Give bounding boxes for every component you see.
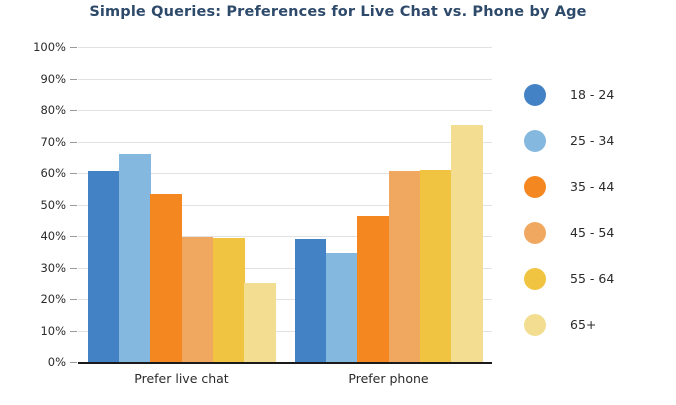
bar[interactable] — [244, 282, 277, 362]
legend-item-label: 45 - 54 — [570, 225, 615, 240]
y-axis-tick-mark — [70, 78, 77, 80]
y-axis-tick-label: 70% — [40, 134, 66, 149]
y-axis-tick-mark — [70, 110, 77, 111]
legend-swatch-circle-icon — [524, 84, 546, 106]
plot-area — [78, 47, 492, 364]
bar-group — [87, 47, 277, 362]
chart-title: Simple Queries: Preferences for Live Cha… — [89, 4, 587, 20]
x-axis-category-labels: Prefer live chat Prefer phone — [78, 371, 492, 395]
y-axis-tick-label: 80% — [40, 103, 66, 117]
gridline — [78, 267, 492, 269]
legend-swatch-circle-icon — [524, 222, 546, 244]
legend-item[interactable]: 35 - 44 — [524, 176, 674, 222]
legend-item[interactable]: 55 - 64 — [524, 268, 674, 314]
x-axis-category-label: Prefer phone — [348, 371, 429, 386]
y-axis-tick-label: 30% — [40, 260, 66, 275]
legend-swatch-circle-icon — [524, 268, 546, 290]
legend-item[interactable]: 25 - 34 — [524, 130, 674, 176]
bar[interactable] — [181, 237, 214, 362]
gridline — [78, 78, 492, 80]
y-axis-tick-label: 40% — [40, 229, 66, 243]
gridline — [78, 47, 492, 48]
y-axis-tick-mark — [70, 299, 77, 300]
y-axis-tick-mark — [70, 204, 77, 206]
bar[interactable] — [451, 125, 484, 362]
legend-swatch-circle-icon — [524, 176, 546, 198]
gridline — [78, 141, 492, 143]
legend-item[interactable]: 65+ — [524, 314, 674, 360]
y-axis-tick-mark — [70, 330, 77, 332]
gridline — [78, 236, 492, 237]
y-axis-tick-mark — [70, 362, 77, 363]
y-axis-tick-mark — [70, 141, 77, 143]
y-axis-tick-mark — [70, 236, 77, 237]
legend-item-label: 65+ — [570, 317, 597, 332]
gridline — [78, 173, 492, 174]
bar[interactable] — [357, 215, 390, 362]
legend-swatch-circle-icon — [524, 130, 546, 152]
x-axis-line — [78, 362, 492, 364]
bar-group — [294, 47, 484, 362]
bar[interactable] — [419, 170, 452, 362]
chart-legend: 18 - 24 25 - 34 35 - 44 45 - 54 55 - 64 65+ — [524, 84, 674, 360]
y-axis-tick-label: 90% — [40, 71, 66, 86]
gridline — [78, 110, 492, 111]
bar[interactable] — [118, 154, 151, 362]
gridline — [78, 330, 492, 332]
legend-item[interactable]: 45 - 54 — [524, 222, 674, 268]
y-axis-tick-mark — [70, 267, 77, 269]
x-axis-category-label: Prefer live chat — [134, 371, 229, 386]
bar[interactable] — [294, 238, 327, 362]
y-axis-tick-label: 100% — [33, 40, 66, 54]
y-axis-tick-mark — [70, 173, 77, 174]
y-axis-tick-label: 0% — [47, 355, 66, 369]
gridline — [78, 204, 492, 206]
y-axis-tick-labels: 100% 90% 80% 70% 60% 50% 40% 30% 20% 10% 0% — [0, 40, 66, 369]
y-axis-tick-label: 20% — [40, 292, 66, 306]
legend-swatch-circle-icon — [524, 314, 546, 336]
y-axis-tick-mark — [70, 47, 77, 48]
y-axis-tick-marks — [0, 47, 78, 363]
legend-item-label: 18 - 24 — [570, 87, 615, 102]
y-axis-tick-label: 60% — [40, 166, 66, 180]
y-axis-tick-label: 10% — [40, 323, 66, 338]
legend-item-label: 25 - 34 — [570, 133, 615, 148]
bar[interactable] — [388, 171, 421, 362]
legend-item-label: 55 - 64 — [570, 271, 615, 286]
legend-item[interactable]: 18 - 24 — [524, 84, 674, 130]
bar[interactable] — [212, 238, 245, 362]
bar[interactable] — [150, 194, 183, 362]
legend-item-label: 35 - 44 — [570, 179, 615, 194]
bar[interactable] — [325, 253, 358, 362]
y-axis-tick-label: 50% — [40, 197, 66, 212]
gridline — [78, 299, 492, 300]
bar[interactable] — [87, 171, 120, 362]
